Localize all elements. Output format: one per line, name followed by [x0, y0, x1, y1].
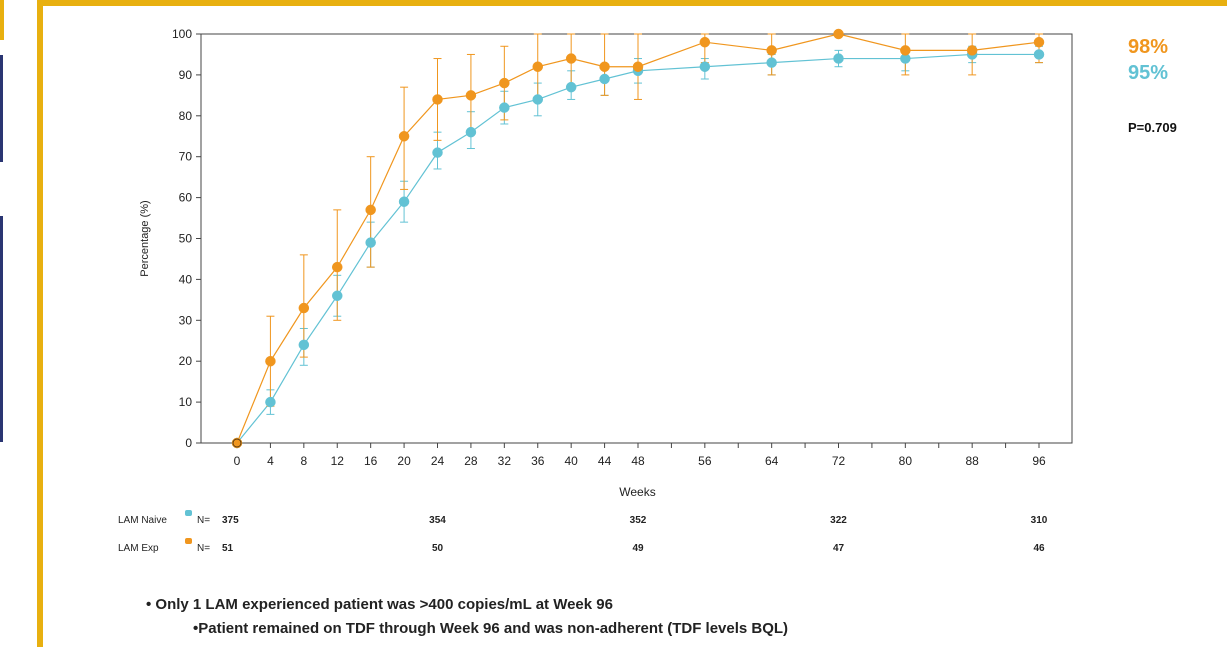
y-tick-label: 90 — [179, 68, 193, 82]
origin-marker — [232, 438, 242, 448]
y-tick-label: 70 — [179, 150, 193, 164]
naive-series-line — [236, 53, 1039, 444]
naive-risk-value: 322 — [830, 515, 847, 526]
y-tick-label: 100 — [172, 27, 192, 41]
x-tick-label: 72 — [832, 454, 846, 468]
side-accent-bar — [0, 55, 3, 162]
x-tick-label: 4 — [267, 454, 274, 468]
naive-data-point — [398, 196, 410, 207]
naive-final-percentage: 95% — [1128, 62, 1169, 84]
exp-data-point — [532, 61, 543, 72]
naive-data-point — [332, 290, 343, 302]
x-tick-label: 56 — [698, 454, 712, 468]
naive-data-point — [532, 94, 543, 105]
y-axis-title: Percentage (%) — [139, 200, 151, 276]
exp-data-point — [398, 131, 410, 142]
naive-data-point — [699, 61, 711, 72]
exp-data-point — [599, 61, 610, 72]
exp-risk-value: 50 — [432, 543, 444, 554]
x-tick-label: 8 — [300, 454, 307, 468]
exp-data-point — [699, 36, 711, 48]
x-tick-label: 88 — [965, 454, 979, 468]
naive-data-point — [565, 81, 577, 93]
exp-data-point — [966, 45, 978, 56]
naive-data-point — [1033, 49, 1045, 60]
y-tick-label: 20 — [179, 354, 193, 368]
x-axis-title: Weeks — [619, 485, 655, 499]
plot-area — [200, 33, 1073, 444]
n-equals-label: N= — [197, 543, 210, 554]
naive-data-point — [432, 147, 443, 158]
exp-risk-value: 46 — [1033, 543, 1045, 554]
y-tick-label: 10 — [179, 395, 193, 409]
footnote-bullet: • Only 1 LAM experienced patient was >40… — [146, 596, 613, 613]
naive-data-point — [499, 102, 510, 113]
exp-risk-label: LAM Exp — [118, 543, 159, 554]
x-tick-label: 80 — [899, 454, 913, 468]
footnote-sub-bullet: •Patient remained on TDF through Week 96… — [193, 620, 789, 637]
x-tick-label: 48 — [631, 454, 645, 468]
exp-data-point — [900, 45, 911, 56]
side-accent-bar — [0, 216, 3, 442]
naive-risk-value: 375 — [222, 515, 239, 526]
y-tick-label: 0 — [185, 436, 192, 450]
naive-risk-value: 354 — [429, 515, 446, 526]
exp-data-point — [265, 355, 276, 367]
y-tick-label: 50 — [179, 232, 193, 246]
exp-final-percentage: 98% — [1128, 36, 1169, 58]
naive-data-point — [766, 57, 777, 68]
naive-risk-label: LAM Naive — [118, 515, 167, 526]
naive-risk-value: 352 — [630, 515, 647, 526]
n-equals-label: N= — [197, 515, 210, 526]
naive-data-point — [365, 237, 376, 248]
exp-data-point — [632, 61, 644, 72]
naive-data-point — [599, 73, 610, 85]
top-border — [37, 0, 1227, 6]
exp-risk-value: 51 — [222, 543, 234, 554]
y-tick-label: 80 — [179, 109, 193, 123]
x-tick-label: 12 — [331, 454, 345, 468]
naive-legend-swatch — [185, 510, 192, 516]
x-tick-label: 28 — [464, 454, 478, 468]
left-border — [37, 0, 43, 647]
exp-data-point — [766, 45, 777, 56]
exp-data-point — [499, 77, 510, 89]
exp-data-point — [465, 90, 477, 101]
corner-accent — [0, 0, 4, 40]
exp-data-point — [365, 204, 376, 216]
naive-risk-value: 310 — [1031, 515, 1048, 526]
exp-data-point — [231, 437, 243, 449]
y-tick-label: 60 — [179, 191, 193, 205]
naive-data-point — [833, 53, 844, 64]
exp-legend-swatch — [185, 538, 192, 544]
p-value-label: P=0.709 — [1128, 120, 1177, 135]
exp-data-point — [565, 53, 577, 64]
x-tick-label: 44 — [598, 454, 612, 468]
x-tick-label: 40 — [564, 454, 578, 468]
x-tick-label: 0 — [234, 454, 241, 468]
exp-data-point — [332, 261, 343, 273]
x-tick-label: 32 — [498, 454, 512, 468]
y-tick-label: 30 — [179, 313, 193, 327]
naive-data-point — [465, 126, 477, 138]
exp-data-point — [298, 302, 310, 314]
x-tick-label: 16 — [364, 454, 378, 468]
exp-risk-value: 49 — [632, 543, 644, 554]
exp-data-point — [833, 28, 844, 40]
x-tick-label: 64 — [765, 454, 779, 468]
x-tick-label: 20 — [397, 454, 411, 468]
x-tick-label: 24 — [431, 454, 445, 468]
naive-data-point — [298, 339, 310, 351]
x-tick-label: 36 — [531, 454, 545, 468]
exp-risk-value: 47 — [833, 543, 845, 554]
exp-data-point — [1033, 36, 1045, 48]
x-tick-label: 96 — [1032, 454, 1046, 468]
exp-data-point — [432, 94, 443, 105]
naive-data-point — [265, 396, 276, 408]
y-tick-label: 40 — [179, 272, 193, 286]
